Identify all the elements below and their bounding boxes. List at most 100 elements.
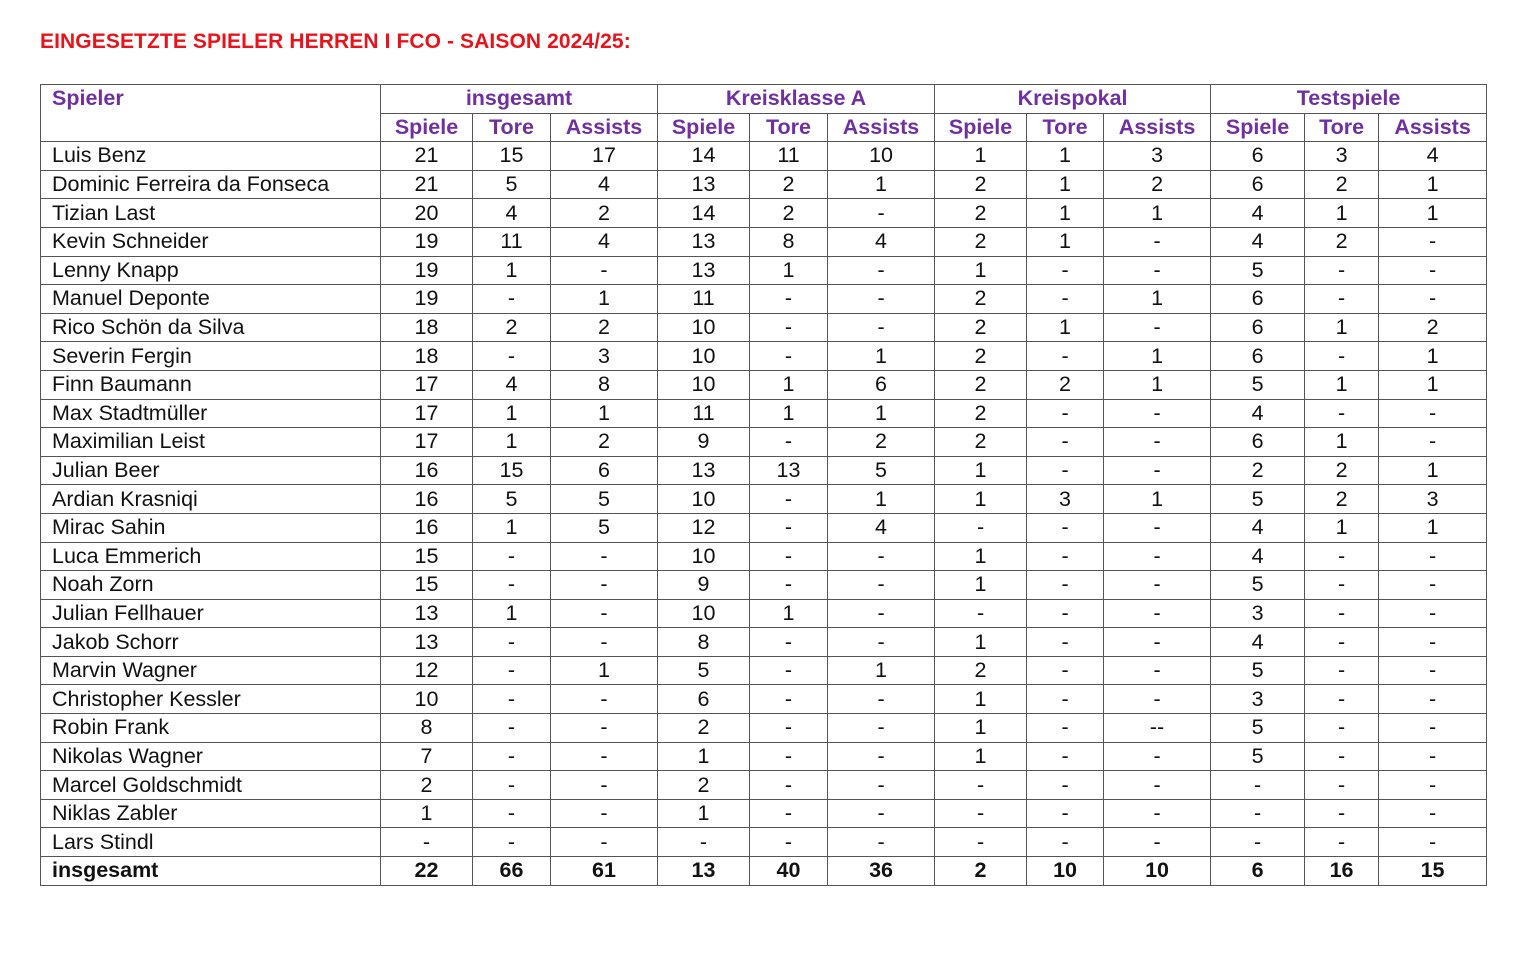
player-name-cell: Manuel Deponte (40, 284, 381, 314)
stat-cell: 10 (657, 484, 751, 514)
stat-cell: - (827, 198, 936, 228)
stat-cell: 2 (934, 341, 1028, 371)
stat-cell: 10 (827, 141, 936, 171)
stat-cell: - (1378, 284, 1488, 314)
stat-cell: 1 (749, 598, 829, 629)
stat-cell: 1 (549, 398, 659, 429)
stat-cell: 1 (1103, 369, 1212, 400)
sub-header-tore: Tore (749, 112, 829, 143)
stat-cell: 1 (472, 398, 551, 429)
stat-cell: 19 (380, 255, 473, 286)
stat-cell: 5 (1210, 741, 1306, 772)
stat-cell: - (1103, 655, 1212, 686)
stat-cell: 1 (657, 798, 751, 829)
stat-cell: 4 (472, 198, 551, 228)
stat-cell: 10 (380, 684, 473, 715)
stat-cell: 13 (380, 627, 473, 657)
stat-cell: - (1026, 627, 1105, 657)
player-name-cell: Rico Schön da Silva (40, 312, 381, 343)
stat-cell: 12 (657, 512, 751, 543)
stat-cell: 2 (934, 398, 1028, 429)
stat-cell: - (1304, 684, 1380, 715)
stat-cell: - (934, 598, 1028, 629)
stat-cell: - (1103, 255, 1212, 286)
stat-cell: - (1378, 398, 1488, 429)
stat-cell: 17 (380, 369, 473, 400)
stat-cell: - (1103, 598, 1212, 629)
stat-cell: 18 (380, 312, 473, 343)
stat-cell: 6 (657, 684, 751, 715)
stat-cell: 1 (1304, 312, 1380, 343)
stat-cell: 8 (657, 627, 751, 657)
stat-cell: - (1026, 655, 1105, 686)
stat-cell: - (472, 570, 551, 600)
stat-cell: 4 (549, 169, 659, 200)
stat-cell: 4 (549, 226, 659, 257)
stat-cell: - (1378, 655, 1488, 686)
stat-cell: - (549, 570, 659, 600)
stat-cell: - (1378, 798, 1488, 829)
stat-cell: 1 (472, 512, 551, 543)
stat-cell: - (1103, 427, 1212, 457)
stat-cell: - (1378, 255, 1488, 286)
player-name-cell: Julian Fellhauer (40, 598, 381, 629)
player-column-header: Spieler (40, 83, 381, 143)
stat-cell: 2 (827, 427, 936, 457)
stat-cell: 1 (1103, 198, 1212, 228)
player-name-cell: Marvin Wagner (40, 655, 381, 686)
stat-cell: - (549, 798, 659, 829)
player-name-cell: Luca Emmerich (40, 541, 381, 572)
player-name-cell: Nikolas Wagner (40, 741, 381, 772)
stat-cell: - (934, 770, 1028, 800)
stat-cell: 15 (472, 455, 551, 486)
stat-cell: 5 (657, 655, 751, 686)
table-row: Max Stadtmüller 17 1 1 11 1 1 2- -4- - (40, 398, 1488, 429)
stat-cell: 1 (1378, 169, 1488, 200)
stat-cell: 2 (1304, 169, 1380, 200)
stat-cell: 13 (657, 255, 751, 286)
stat-cell: 2 (1103, 169, 1212, 200)
stat-cell: 11 (657, 284, 751, 314)
stat-cell: 1 (472, 598, 551, 629)
stat-cell: - (1378, 427, 1488, 457)
stat-cell: 1 (827, 398, 936, 429)
stat-cell: 1 (1026, 198, 1105, 228)
stat-cell: 40 (749, 856, 829, 886)
stat-cell: 5 (827, 455, 936, 486)
stat-cell: 2 (934, 427, 1028, 457)
stat-cell: 1 (1026, 312, 1105, 343)
stat-cell: 2 (934, 226, 1028, 257)
stat-cell: 14 (657, 141, 751, 171)
stat-cell: - (657, 827, 751, 858)
stat-cell: 1 (1026, 226, 1105, 257)
stat-cell: 1 (827, 484, 936, 514)
stat-cell: - (1103, 226, 1212, 257)
stat-cell: 1 (1304, 369, 1380, 400)
stat-cell: 18 (380, 341, 473, 371)
stat-cell: 6 (549, 455, 659, 486)
stat-cell: - (827, 255, 936, 286)
stat-cell: - (1103, 398, 1212, 429)
stat-cell: 4 (1210, 226, 1306, 257)
sub-header-tore: Tore (472, 112, 551, 143)
sub-header-assists: Assists (827, 112, 936, 143)
stat-cell: - (1103, 798, 1212, 829)
stat-cell: 6 (1210, 856, 1306, 886)
stat-cell: 4 (827, 226, 936, 257)
stat-cell: 4 (1210, 541, 1306, 572)
sub-header-spiele: Spiele (1210, 112, 1306, 143)
stat-cell: - (1103, 827, 1212, 858)
stat-cell: - (472, 684, 551, 715)
stat-cell: 17 (549, 141, 659, 171)
stat-cell: 3 (1304, 141, 1380, 171)
stat-cell: 1 (472, 427, 551, 457)
player-name-cell: Luis Benz (40, 141, 381, 171)
stat-cell: 3 (1026, 484, 1105, 514)
stat-cell: 19 (380, 226, 473, 257)
sub-header-assists: Assists (1378, 112, 1488, 143)
stat-cell: 4 (827, 512, 936, 543)
sub-header-tore: Tore (1304, 112, 1380, 143)
stat-cell: 1 (827, 655, 936, 686)
stat-cell: 11 (472, 226, 551, 257)
stat-cell: 1 (934, 684, 1028, 715)
